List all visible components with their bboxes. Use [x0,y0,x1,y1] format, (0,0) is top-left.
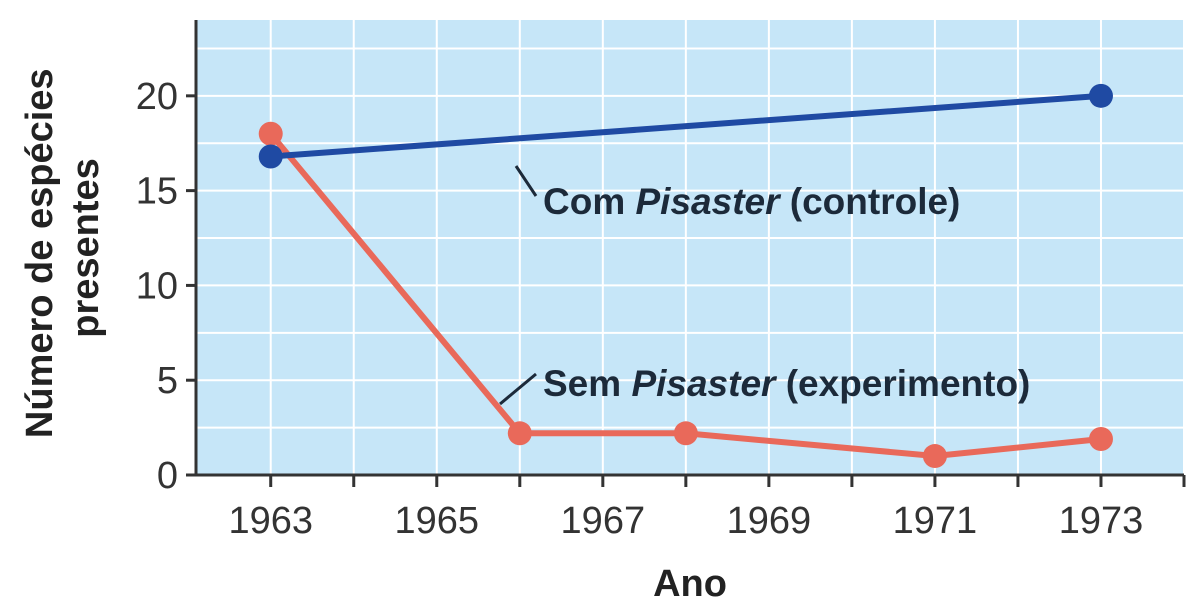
experiment-leader-line [499,372,537,406]
control-series-line [267,92,1104,160]
x-tick-label: 1965 [394,500,479,542]
axes: 0 5 10 15 20 1963 1965 1967 1969 1971 1973 [136,20,1186,542]
y-axis-title: Número de espécies presentes [19,58,107,438]
y-axis-title-line-1: Número de espécies [19,68,61,438]
experiment-data-point [673,421,698,446]
experiment-annotation-suffix: (experimento) [775,363,1030,404]
control-annotation-species: Pisaster [636,181,783,222]
series [258,83,1113,469]
x-axis-title: Ano [653,563,727,605]
control-annotation-prefix: Com [543,181,636,222]
y-tick-label: 10 [136,265,178,307]
experiment-annotation: Sem Pisaster (experimento) [543,363,1030,404]
experiment-data-point [258,121,283,146]
x-tick-label: 1971 [893,500,978,542]
control-annotation: Com Pisaster (controle) [543,181,960,222]
control-data-point [1088,83,1113,108]
experiment-annotation-species: Pisaster [631,363,778,404]
y-tick-label: 5 [157,360,178,402]
axis-labels: Ano Número de espécies presentes [19,58,727,605]
annotations: Com Pisaster (controle) Sem Pisaster (ex… [499,165,1030,406]
x-tick-label: 1969 [727,500,812,542]
x-tick-label: 1967 [561,500,646,542]
x-tick-label: 1963 [228,500,313,542]
experiment-data-point [507,421,532,446]
experiment-data-point [922,444,947,469]
control-leader-line [514,165,538,197]
y-tick-label: 0 [157,455,178,497]
plot-background [196,20,1184,475]
y-axis-title-line-2: presentes [65,158,107,338]
experiment-annotation-prefix: Sem [543,363,631,404]
control-annotation-suffix: (controle) [780,181,961,222]
experiment-data-point [1088,426,1113,451]
control-data-point [258,144,283,169]
y-tick-label: 20 [136,76,178,118]
y-tick-label: 15 [136,171,178,213]
x-tick-label: 1973 [1059,500,1144,542]
